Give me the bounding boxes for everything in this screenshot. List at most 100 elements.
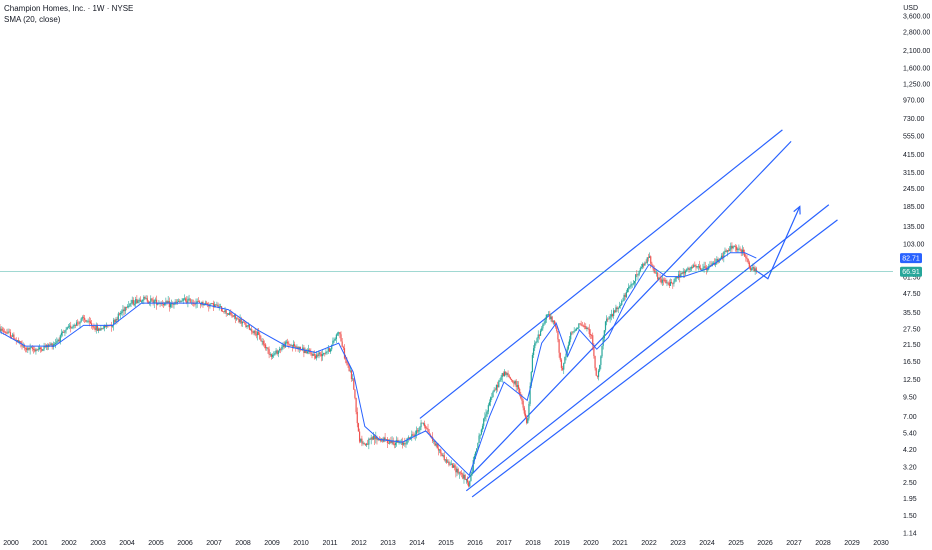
candle-body (552, 320, 554, 322)
candle-body (459, 472, 462, 474)
symbol-title[interactable]: Champion Homes, Inc. · 1W · NYSE (4, 4, 134, 13)
candle-body (331, 344, 333, 350)
candle-body (63, 332, 65, 333)
price-axis[interactable]: 1.14 1.50 1.95 2.50 3.20 4.20 5.40 7.00 9.50 12.5… (903, 14, 930, 538)
candle-body (411, 434, 413, 438)
candle-body (442, 455, 444, 457)
candle-body (37, 349, 39, 350)
candle-body (451, 463, 453, 468)
projection-arrow[interactable] (755, 205, 801, 280)
candle-body (166, 301, 168, 304)
candle-body (653, 268, 655, 273)
candle-body (629, 286, 631, 288)
candle-body (314, 355, 317, 359)
candle-body (443, 455, 445, 461)
arrow-path (755, 206, 801, 280)
trend-channel-lines[interactable] (419, 129, 838, 498)
candle-body (183, 298, 186, 300)
candle-body (425, 426, 427, 429)
candle-body (628, 286, 630, 289)
candle-body (479, 434, 481, 436)
candle-body (564, 356, 566, 364)
candle-body (130, 303, 132, 304)
time-axis[interactable]: 2000 2001 2002 2003 2004 2005 2006 2007 2008 2009… (3, 540, 889, 547)
candle-body (81, 317, 83, 319)
candle-body (225, 310, 227, 314)
candle-body (387, 442, 390, 444)
y-tick-label: 1,600.00 (903, 66, 930, 73)
candle-body (529, 386, 531, 404)
candle-body (149, 302, 151, 303)
x-tick-label: 2019 (554, 540, 570, 547)
candle-body (89, 321, 92, 324)
candle-body (253, 330, 255, 333)
candle-body (102, 328, 104, 330)
candle-body (749, 267, 752, 270)
candle-body (602, 338, 604, 346)
candle-body (468, 482, 470, 487)
candle-body (14, 339, 16, 341)
candle-body (51, 343, 53, 348)
candle-body (2, 330, 5, 332)
candle-body (131, 300, 133, 304)
candle-body (133, 303, 136, 305)
candle-body (497, 384, 499, 388)
y-tick-label: 12.50 (903, 377, 921, 384)
candle-body (0, 326, 1, 332)
candle-body (684, 270, 687, 274)
candle-body (288, 343, 290, 345)
x-tick-label: 2011 (322, 540, 337, 547)
candle-body (740, 249, 742, 254)
candle-body (241, 321, 244, 324)
candle-body (255, 334, 257, 336)
candle-body (34, 349, 36, 352)
candle-body (618, 305, 621, 308)
candle-body (23, 345, 25, 348)
candle-body (386, 439, 389, 443)
currency-label[interactable]: USD (903, 5, 918, 12)
candle-body (164, 302, 166, 305)
candle-body (116, 318, 118, 320)
candle-body (704, 266, 706, 268)
indicator-label[interactable]: SMA (20, close) (4, 15, 61, 24)
candle-body (687, 268, 689, 270)
candle-body (546, 314, 549, 316)
candle-body (349, 370, 351, 372)
candle-body (355, 397, 357, 412)
candle-body (513, 381, 515, 384)
candle-body (478, 435, 480, 443)
candle-body (520, 394, 522, 399)
candle-body (594, 356, 596, 369)
candle-body (338, 332, 340, 334)
candle-body (556, 326, 558, 332)
candle-body (281, 347, 283, 350)
candle-body (709, 265, 711, 267)
candle-body (268, 349, 270, 355)
candle-body (495, 384, 498, 390)
candle-body (426, 428, 428, 429)
candle-body (445, 459, 448, 463)
candle-body (579, 323, 581, 325)
candle-body (17, 340, 20, 343)
candle-body (78, 322, 80, 324)
candle-body (418, 430, 420, 432)
candle-body (688, 268, 690, 270)
candle-body (171, 303, 173, 305)
candle-body (673, 281, 675, 284)
candle-body (506, 373, 508, 375)
candle-body (406, 438, 408, 444)
candle-body (610, 314, 612, 317)
candle-body (347, 363, 349, 366)
candle-body (450, 463, 452, 465)
candle-body (145, 298, 147, 300)
candle-body (273, 354, 275, 356)
candle-body (742, 249, 745, 253)
candle-body (752, 266, 754, 269)
candle-body (313, 353, 315, 356)
candle-body (180, 301, 182, 303)
y-tick-label: 7.00 (903, 414, 917, 421)
candle-body (617, 307, 619, 310)
candle-body (517, 385, 520, 389)
candle-body (449, 464, 451, 466)
